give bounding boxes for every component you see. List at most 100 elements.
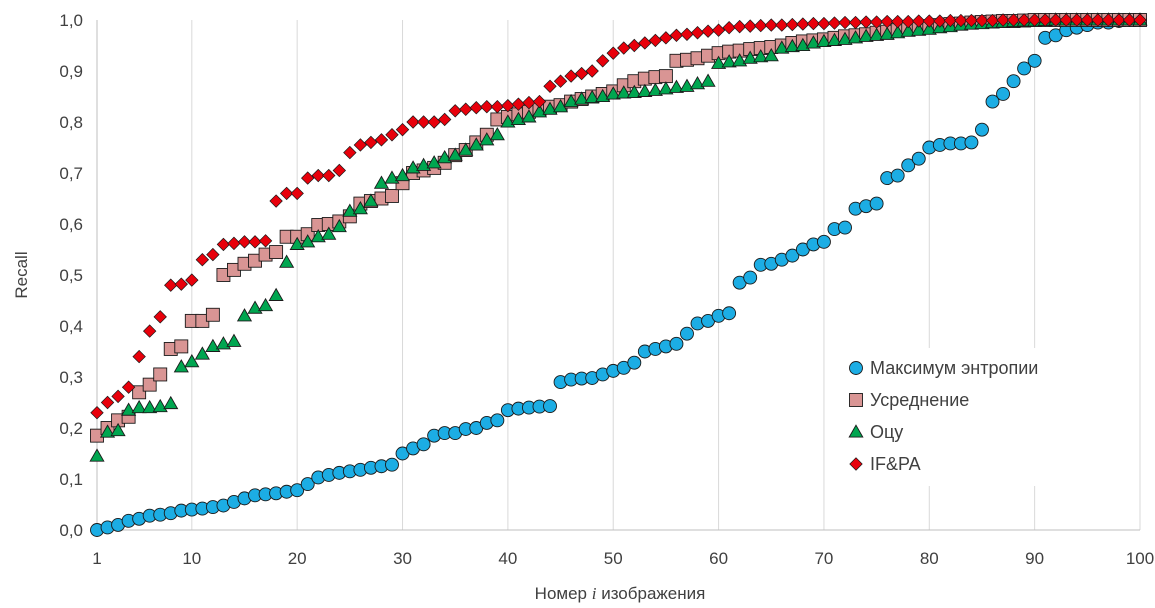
data-point-diamond — [248, 235, 262, 249]
data-point-diamond — [732, 19, 747, 34]
data-point-diamond — [511, 97, 526, 111]
data-point-triangle — [279, 254, 295, 268]
data-point-diamond — [459, 102, 473, 116]
data-point-circle — [543, 399, 557, 414]
data-point-triangle — [689, 76, 706, 90]
data-point-triangle — [869, 27, 885, 41]
data-point-triangle — [679, 78, 695, 92]
data-point-diamond — [985, 13, 1000, 28]
legend-label: IF&PA — [870, 454, 921, 474]
data-point-triangle — [426, 155, 442, 169]
data-point-triangle — [795, 37, 811, 52]
data-point-diamond — [775, 18, 789, 32]
data-point-diamond — [437, 112, 452, 127]
data-point-triangle — [405, 160, 421, 174]
data-point-diamond — [606, 46, 620, 60]
grid-lines — [191, 20, 1141, 530]
data-point-diamond — [859, 15, 873, 29]
legend-background — [828, 348, 1110, 486]
y-tick-label: 0,0 — [59, 521, 83, 540]
data-point-diamond — [838, 15, 852, 30]
y-tick-label: 0,8 — [59, 113, 83, 132]
data-point-diamond — [501, 98, 515, 113]
data-point-diamond — [374, 133, 389, 147]
x-tick-label: 60 — [709, 549, 728, 568]
data-point-square — [658, 69, 673, 84]
data-point-diamond — [648, 33, 663, 48]
data-point-diamond — [532, 94, 547, 109]
data-point-triangle — [131, 399, 147, 414]
data-point-triangle — [437, 149, 453, 164]
data-point-circle — [385, 457, 399, 472]
data-point-diamond — [680, 27, 694, 41]
legend-label: Максимум энтропии — [870, 358, 1038, 378]
data-points — [89, 12, 1148, 537]
x-tick-label: 90 — [1025, 549, 1044, 568]
data-point-diamond — [922, 14, 936, 28]
data-point-diamond — [553, 74, 568, 88]
data-point-diamond — [585, 64, 599, 78]
legend-label: Усреднение — [870, 390, 969, 410]
data-point-triangle — [826, 32, 843, 46]
data-point-diamond — [216, 237, 231, 252]
data-point-diamond — [954, 13, 968, 28]
data-point-triangle — [310, 229, 326, 243]
data-point-triangle — [816, 33, 832, 47]
data-point-triangle — [363, 193, 379, 207]
data-point-triangle — [784, 38, 800, 53]
data-point-diamond — [301, 171, 315, 185]
data-point-triangle — [184, 353, 200, 368]
data-point-diamond — [1006, 13, 1021, 27]
data-point-triangle — [900, 23, 916, 37]
data-point-circle — [911, 151, 926, 166]
data-point-triangle — [500, 114, 516, 128]
data-point-triangle — [416, 157, 432, 171]
data-point-triangle — [289, 236, 305, 250]
data-point-triangle — [257, 297, 274, 312]
x-tick-label: 50 — [604, 549, 623, 568]
x-tick-label: 70 — [814, 549, 833, 568]
data-point-square — [153, 367, 168, 382]
data-point-diamond — [206, 247, 220, 262]
data-point-diamond — [564, 69, 578, 83]
data-point-triangle — [215, 336, 231, 350]
data-point-triangle — [142, 399, 158, 414]
x-axis-title-suffix: изображения — [596, 584, 705, 603]
data-point-diamond — [869, 15, 884, 29]
series-circle — [90, 13, 1147, 537]
data-point-triangle — [700, 73, 716, 87]
data-point-diamond — [543, 79, 557, 93]
x-tick-label: 100 — [1126, 549, 1154, 568]
data-point-diamond — [574, 66, 589, 81]
data-point-diamond — [1133, 13, 1147, 27]
data-point-triangle — [99, 424, 116, 438]
data-point-circle — [290, 483, 305, 498]
data-point-triangle — [563, 93, 579, 108]
data-point-triangle — [300, 234, 316, 248]
data-point-diamond — [480, 100, 494, 114]
data-point-triangle — [384, 170, 400, 184]
data-point-square — [132, 385, 147, 400]
y-tick-label: 0,9 — [59, 62, 83, 81]
data-point-triangle — [489, 127, 505, 141]
data-point-diamond — [690, 26, 705, 40]
x-tick-label: 20 — [288, 549, 307, 568]
y-tick-labels: 0,0 0,1 0,2 0,3 0,4 0,5 0,6 0,7 0,8 0,9 1,0 — [59, 11, 83, 540]
y-tick-label: 0,2 — [59, 419, 83, 438]
data-point-circle — [1027, 53, 1042, 68]
data-point-diamond — [1049, 13, 1063, 27]
data-point-diamond — [353, 138, 368, 152]
y-tick-label: 0,5 — [59, 266, 83, 285]
x-tick-label: 40 — [498, 549, 517, 568]
data-point-diamond — [659, 31, 673, 45]
data-point-square — [174, 339, 189, 354]
data-point-diamond — [848, 15, 863, 30]
data-point-triangle — [616, 85, 632, 99]
data-point-triangle — [858, 28, 874, 42]
data-point-circle — [890, 168, 905, 183]
y-axis-title: Recall — [12, 251, 31, 298]
data-point-diamond — [669, 28, 684, 42]
data-point-circle — [869, 196, 884, 211]
data-point-triangle — [763, 47, 779, 62]
